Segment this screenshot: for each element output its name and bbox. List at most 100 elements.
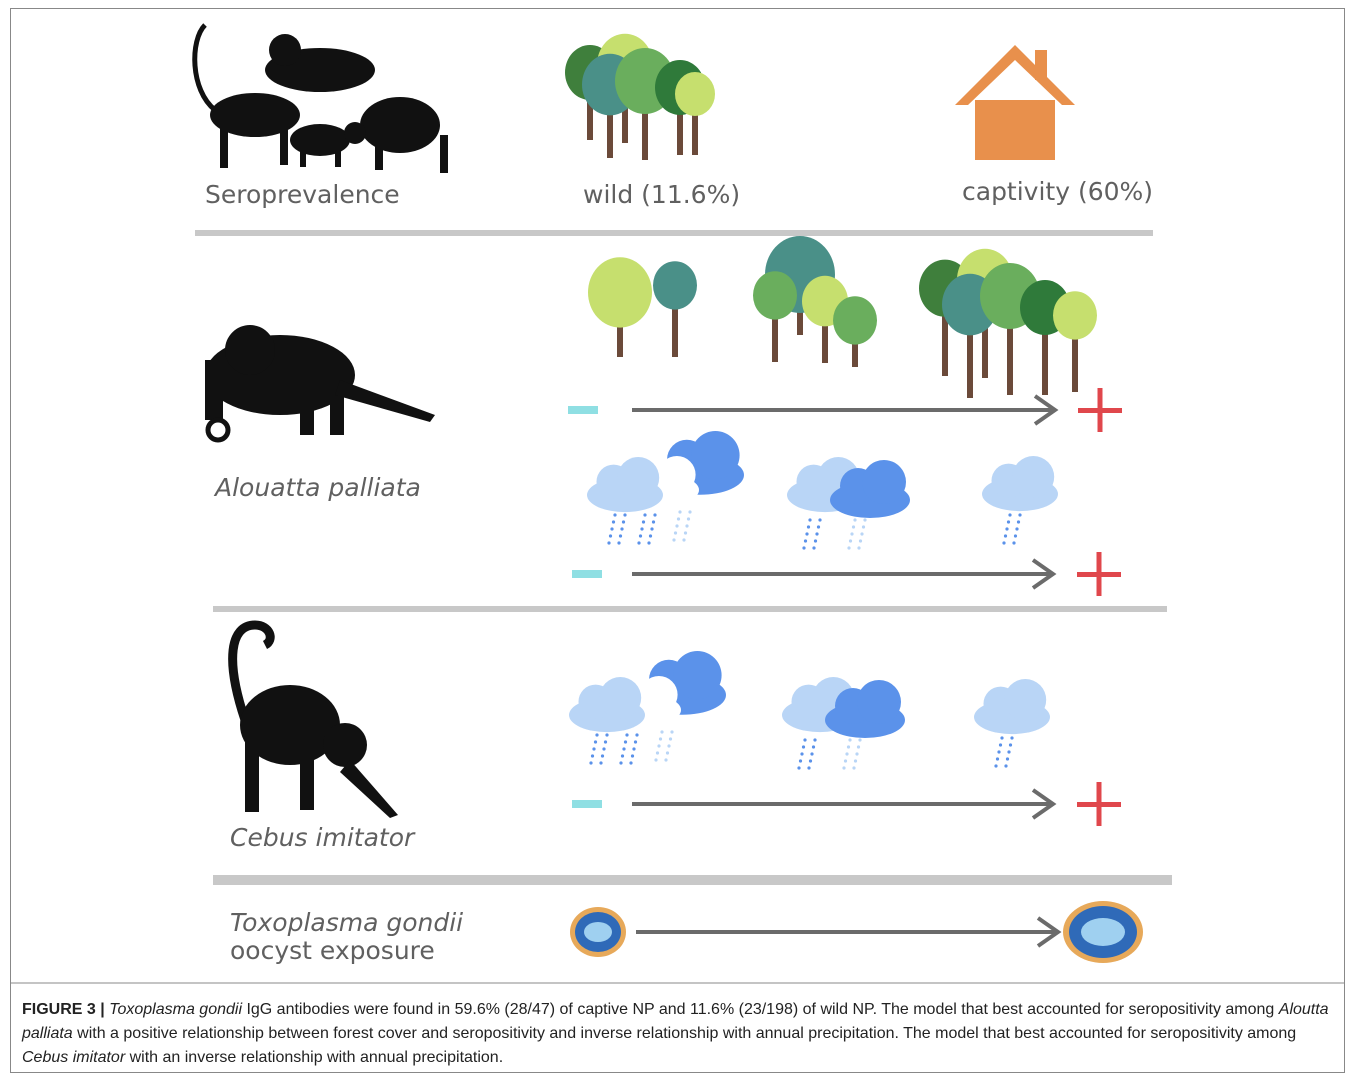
rain-drop: [802, 745, 805, 748]
rain-drop: [642, 520, 645, 523]
rain-drop: [1005, 527, 1008, 530]
figure: Seroprevalence wild (11.6%) captivity (6…: [0, 0, 1358, 985]
house-icon: [955, 45, 1075, 160]
rain-drop: [595, 733, 598, 736]
rain-drop: [629, 761, 632, 764]
rain-drop: [850, 532, 853, 535]
cloud-part: [640, 676, 677, 713]
rain-drop: [842, 766, 845, 769]
rain-drop: [632, 747, 635, 750]
rain-drop: [656, 751, 659, 754]
forest-icon: [753, 236, 877, 367]
label: oocyst exposure: [230, 936, 435, 965]
rain-drop: [847, 546, 850, 549]
rain-drop: [802, 546, 805, 549]
cloud-part: [599, 677, 641, 719]
forest-icon: [588, 257, 697, 357]
rain-drop: [684, 531, 687, 534]
crown: [588, 257, 652, 327]
rain-drop: [997, 750, 1000, 753]
rain-drop: [810, 752, 813, 755]
rain-drop: [1006, 757, 1009, 760]
cloud-icon: [782, 677, 905, 770]
rain-drop: [620, 527, 623, 530]
rain-drop: [592, 747, 595, 750]
rain-drop: [805, 532, 808, 535]
rain-drop: [640, 527, 643, 530]
capuchin-icon: [233, 625, 398, 818]
rain-drop: [623, 513, 626, 516]
rain-drop: [815, 532, 818, 535]
rain-drop: [1014, 534, 1017, 537]
crown: [653, 261, 697, 309]
cloud-part: [862, 460, 906, 504]
rain-drop: [862, 525, 865, 528]
rain-drop: [624, 740, 627, 743]
rain-drop: [845, 752, 848, 755]
rain-drop: [635, 733, 638, 736]
cloud-icon: [569, 651, 726, 765]
rain-drop: [667, 744, 670, 747]
rain-drop: [812, 546, 815, 549]
plus-sign: [1098, 388, 1103, 432]
caption-label: FIGURE 3 |: [22, 1001, 105, 1018]
rain-drop: [621, 754, 624, 757]
rain-drop: [1007, 520, 1010, 523]
cloud-part: [1004, 679, 1046, 721]
rain-drop: [605, 733, 608, 736]
rain-drop: [1004, 534, 1007, 537]
crown: [833, 296, 877, 344]
rain-drop: [666, 751, 669, 754]
cloud-part: [658, 456, 695, 493]
rain-drop: [637, 541, 640, 544]
rain-drop: [647, 541, 650, 544]
rain-drop: [674, 531, 677, 534]
rain-drop: [1017, 520, 1020, 523]
rain-drop: [678, 510, 681, 513]
rain-drop: [591, 754, 594, 757]
rain-drop: [639, 534, 642, 537]
rain-drop: [818, 518, 821, 521]
rain-drop: [1000, 736, 1003, 739]
label: Seroprevalence: [205, 180, 400, 209]
caption-text: IgG antibodies were found in 59.6% (28/4…: [242, 1001, 1279, 1018]
species-label: Cebus imitator: [230, 823, 416, 852]
rain-drop: [649, 534, 652, 537]
cloud-part: [1012, 456, 1054, 498]
rain-drop: [849, 539, 852, 542]
rain-drop: [685, 524, 688, 527]
plus-sign: [1097, 552, 1102, 596]
rain-drop: [859, 539, 862, 542]
label: Toxoplasma gondii: [230, 908, 463, 937]
rain-drop: [1002, 541, 1005, 544]
rain-drop: [660, 730, 663, 733]
separators: [195, 233, 1172, 880]
rain-drop: [1008, 513, 1011, 516]
rain-drop: [589, 761, 592, 764]
rain-drop: [858, 738, 861, 741]
rain-drop: [847, 745, 850, 748]
rain-drop: [1010, 736, 1013, 739]
rain-drop: [1009, 743, 1012, 746]
rain-drop: [599, 761, 602, 764]
forest-icon: [565, 34, 715, 160]
rain-drop: [601, 754, 604, 757]
minus-sign: [568, 406, 598, 414]
forest-icon: [919, 249, 1097, 398]
label: wild (11.6%): [583, 180, 740, 209]
rain-drop: [677, 517, 680, 520]
rain-drop: [672, 538, 675, 541]
cloud-icon: [974, 679, 1050, 768]
plus-sign: [1097, 782, 1102, 826]
rain-drop: [609, 534, 612, 537]
rain-drop: [1015, 527, 1018, 530]
rain-drop: [682, 538, 685, 541]
rain-drop: [807, 766, 810, 769]
rain-drop: [619, 761, 622, 764]
rain-drop: [643, 513, 646, 516]
rain-drop: [675, 524, 678, 527]
minus-sign: [572, 570, 602, 578]
rain-drop: [622, 520, 625, 523]
rain-drop: [659, 737, 662, 740]
cloud-part: [691, 431, 739, 479]
